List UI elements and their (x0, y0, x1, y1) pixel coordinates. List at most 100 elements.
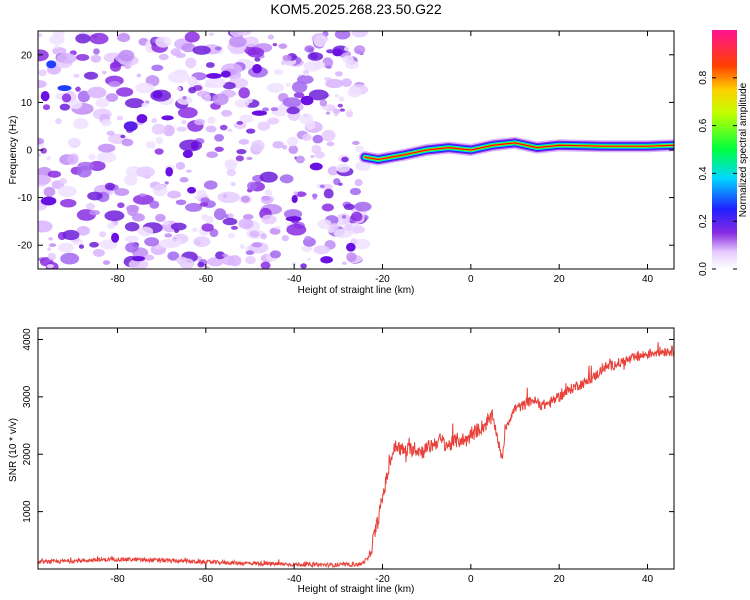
spectrogram-noise-blob (282, 97, 302, 108)
spectrogram-noise-blob (106, 130, 115, 136)
spectrogram-noise-blob (251, 242, 263, 248)
spectrogram-noise-blob (159, 239, 176, 249)
spectrogram-noise-blob (344, 223, 353, 232)
spectrogram-noise-blob (205, 62, 215, 68)
spectrogram-noise-blob (246, 156, 253, 161)
spectrogram-y-tick-label: -10 (18, 193, 33, 204)
spectrogram-noise-blob (235, 155, 244, 162)
spectrogram-noise-blob (238, 138, 250, 145)
spectrogram-noise-blob (291, 195, 298, 204)
spectrogram-noise-blob (334, 93, 340, 98)
spectrogram-noise-blob (303, 72, 309, 76)
spectrogram-noise-blob (93, 48, 100, 55)
spectrogram-noise-blob (215, 251, 226, 260)
spectrogram-noise-blob (89, 32, 109, 45)
spectrogram-noise-blob (88, 160, 106, 172)
colorbar (712, 30, 737, 269)
spectrogram-x-label: Height of straight line (km) (298, 285, 415, 296)
spectrogram-noise-blob (319, 99, 328, 107)
spectrogram-noise-blob (291, 81, 308, 93)
spectrogram-noise-blob (269, 250, 281, 259)
spectrogram-noise-blob (179, 139, 203, 152)
snr-y-tick-label: 3000 (22, 385, 33, 408)
spectrogram-noise-blob (260, 196, 274, 204)
spectrogram-noise-blob (300, 263, 307, 269)
spectrogram-noise-blob (184, 202, 203, 212)
spectrogram-noise-blob (38, 137, 45, 145)
spectrogram-noise-blob (323, 188, 334, 199)
spectrogram-noise-blob (236, 120, 244, 125)
spectrogram-noise-blob (214, 146, 224, 152)
spectrogram-noise-blob (228, 255, 242, 267)
spectrogram-noise-blob (341, 215, 347, 219)
spectrogram-noise-blob (136, 114, 148, 124)
spectrogram-noise-blob (203, 266, 211, 269)
spectrogram-noise-blob (242, 214, 254, 220)
snr-panel: -80 -60 -40 -20 0 20 40 1000 2000 3000 4000 Heigh… (8, 327, 675, 595)
spectrogram-noise-blob (162, 220, 170, 226)
spectrogram-noise-blob (175, 52, 186, 59)
spectrogram-noise-blob (181, 43, 196, 53)
spectrogram-noise-blob (321, 129, 336, 142)
spectrogram-noise-blob (47, 252, 57, 261)
spectrogram-noise-blob (38, 220, 53, 233)
spectrogram-noise-blob (312, 134, 324, 144)
spectrogram-noise-blob (149, 200, 160, 209)
spectrogram-noise-blob (311, 193, 318, 198)
spectrogram-noise-blob (55, 118, 62, 125)
spectrogram-noise-blob (226, 168, 236, 177)
spectrogram-noise-blob (288, 145, 299, 155)
spectrogram-noise-blob (304, 235, 312, 241)
spectrogram-noise-blob (38, 153, 41, 157)
spectrogram-noise-blob (295, 155, 305, 164)
spectrogram-noise-blob (175, 161, 186, 170)
spectrogram-noise-blob (102, 260, 111, 265)
colorbar-label: Normalized spectral amplitude (738, 82, 749, 217)
colorbar-ticks: 0.0 0.2 0.4 0.6 0.8 (698, 70, 737, 276)
spectrogram-noise-blob (57, 85, 72, 92)
spectrogram-noise-blob (182, 96, 187, 100)
spectrogram-noise-blob (190, 141, 199, 150)
snr-frame (37, 327, 675, 570)
spectrogram-noise-blob (301, 245, 313, 252)
spectrogram-noise-blob (247, 181, 258, 191)
spectrogram-noise-blob (345, 110, 354, 118)
spectrogram-noise-blob (68, 99, 83, 110)
spectrogram-noise-blob (271, 110, 280, 115)
spectrogram-noise-blob (196, 189, 207, 198)
spectrogram-noise-blob (108, 81, 121, 88)
spectrogram-noise-blob (154, 148, 164, 155)
spectrogram-noise-blob (319, 184, 325, 189)
colorbar-tick-label: 0.0 (698, 262, 709, 276)
spectrogram-x-tick-label: -60 (199, 274, 214, 285)
spectrogram-noise-blob (131, 255, 146, 262)
spectrogram-noise-blob (137, 226, 154, 237)
spectrogram-noise-blob (326, 141, 335, 147)
snr-x-label: Height of straight line (km) (298, 584, 415, 595)
spectrogram-noise-blob (257, 121, 271, 131)
spectrogram-noise-blob (236, 148, 247, 155)
spectrogram-noise-blob (143, 254, 155, 261)
spectrogram-noise-blob (42, 104, 51, 111)
spectrogram-y-tick-label: -20 (18, 241, 33, 252)
spectrogram-noise-blob (38, 32, 43, 38)
spectrogram-noise-blob (76, 225, 90, 236)
snr-y-ticks: 1000 2000 3000 4000 (22, 328, 674, 523)
spectrogram-noise-blob (87, 86, 107, 99)
spectrogram-noise-blob (208, 32, 215, 37)
spectrogram-noise-blob (77, 90, 90, 103)
spectrogram-noise-blob (313, 245, 330, 255)
spectrogram-noise-blob (247, 47, 265, 58)
spectrogram-noise-blob (220, 70, 231, 78)
spectrogram-noise-blob (350, 211, 363, 222)
spectrogram-noise-blob (60, 198, 77, 208)
spectrogram-noise-blob (293, 191, 298, 196)
spectrogram-noise-blob (307, 52, 324, 61)
spectrogram-noise-blob (251, 139, 265, 152)
spectrogram-noise-blob (217, 191, 240, 204)
spectrogram-noise-blob (176, 256, 188, 265)
spectrogram-noise-blob (40, 196, 57, 206)
spectrogram-noise-blob (57, 242, 74, 253)
spectrogram-noise-blob (260, 261, 271, 269)
spectrogram-noise-blob (123, 121, 138, 132)
